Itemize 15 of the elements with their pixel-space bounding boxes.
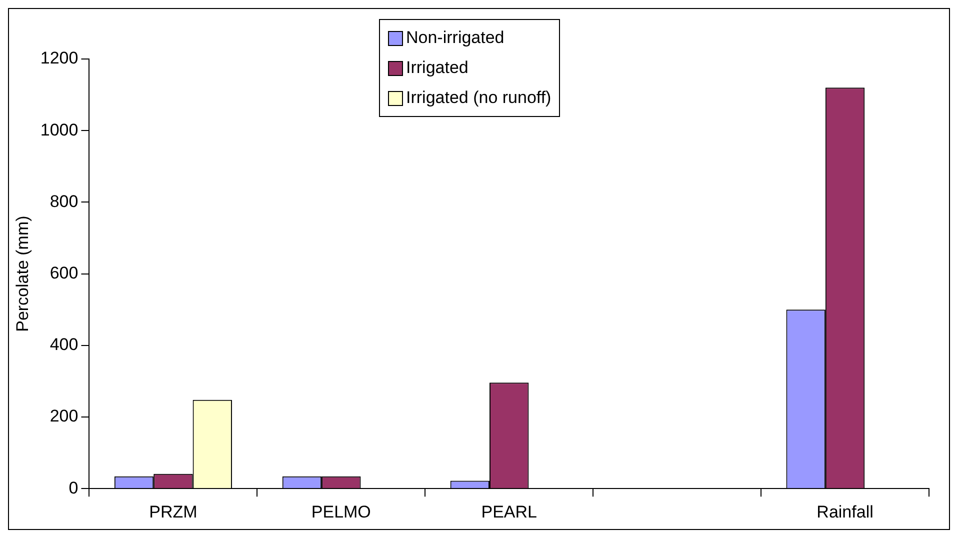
legend-label: Non-irrigated bbox=[406, 27, 504, 49]
y-tick-label: 1000 bbox=[40, 120, 78, 140]
y-axis-title: Percolate (mm) bbox=[12, 216, 32, 332]
legend-label: Irrigated (no runoff) bbox=[406, 87, 552, 109]
x-tick-label: PRZM bbox=[149, 502, 198, 522]
y-tick-label: 1200 bbox=[40, 48, 78, 68]
y-tick-label: 200 bbox=[50, 406, 78, 426]
legend-label: Irrigated bbox=[406, 57, 468, 79]
y-tick-label: 800 bbox=[50, 192, 78, 211]
x-tick-label: PEARL bbox=[481, 502, 537, 522]
y-tick-label: 600 bbox=[50, 263, 78, 282]
x-tick-label: PELMO bbox=[311, 502, 371, 522]
y-tick-label: 0 bbox=[68, 478, 78, 498]
y-tick-label: 400 bbox=[50, 335, 78, 354]
x-tick-label: Rainfall bbox=[816, 502, 874, 522]
